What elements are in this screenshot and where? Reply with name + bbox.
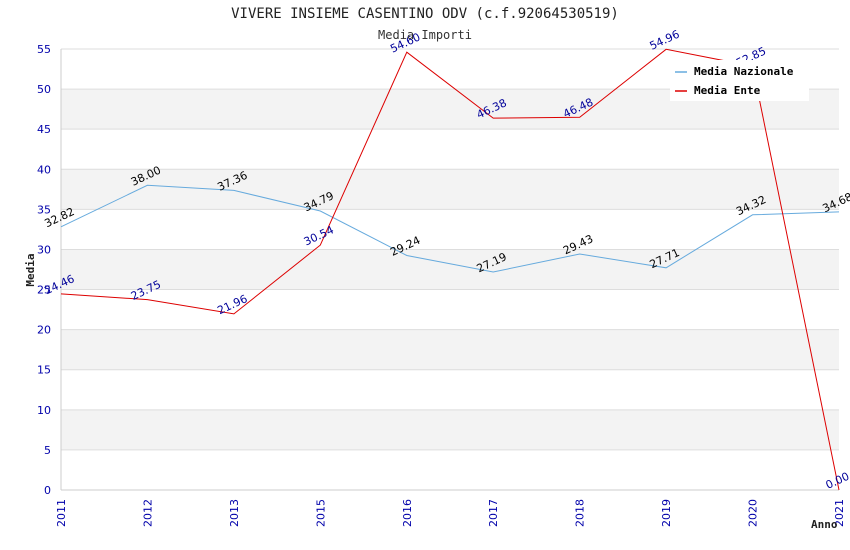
y-tick-label: 50	[37, 83, 51, 96]
x-tick-label: 2020	[747, 499, 760, 527]
series-line-1	[60, 48, 840, 491]
x-tick-labels: 2011 2012 2013 2015 2016 2017 2018 2019 2020 2021	[55, 499, 846, 527]
series-line-0	[60, 184, 840, 273]
legend-label-ente: Media Ente	[694, 84, 761, 97]
plot-band	[61, 409, 839, 450]
x-tick-label: 2015	[314, 499, 327, 527]
data-label: 0.00	[824, 470, 850, 492]
y-tick-label: 10	[37, 404, 51, 417]
legend: Media Nazionale Media Ente	[670, 60, 809, 101]
plot-band	[61, 329, 839, 370]
x-tick-label: 2018	[574, 499, 587, 527]
y-tick-label: 5	[44, 444, 51, 457]
data-label: 30.54	[302, 223, 336, 248]
y-tick-label: 0	[44, 484, 51, 497]
x-tick-label: 2017	[487, 499, 500, 527]
y-tick-label: 15	[37, 364, 51, 377]
legend-box	[670, 60, 809, 101]
y-tick-label: 25	[37, 284, 51, 297]
y-tick-label: 35	[37, 203, 51, 216]
data-label: 24.46	[42, 272, 76, 297]
plot-band	[61, 169, 839, 210]
x-axis-label: Anno	[811, 518, 838, 531]
x-tick-label: 2016	[401, 499, 414, 527]
y-tick-labels: 0 5 10 15 20 25 30 35 40 45 50 55	[37, 43, 51, 497]
chart-subtitle: Media Importi	[378, 28, 472, 42]
x-tick-label: 2012	[141, 499, 154, 527]
plot-bands	[61, 89, 839, 450]
axes	[60, 49, 839, 491]
series-lines	[60, 48, 840, 491]
y-tick-label: 40	[37, 163, 51, 176]
y-tick-label: 55	[37, 43, 51, 56]
x-tick-label: 2013	[228, 499, 241, 527]
plot-band	[61, 249, 839, 290]
x-tick-label: 2019	[660, 499, 673, 527]
chart-title: VIVERE INSIEME CASENTINO ODV (c.f.920645…	[231, 6, 619, 22]
x-tick-label: 2021	[833, 499, 846, 527]
y-tick-label: 20	[37, 324, 51, 337]
x-tick-label: 2011	[55, 499, 68, 527]
legend-label-nazionale: Media Nazionale	[694, 65, 794, 78]
y-tick-label: 30	[37, 243, 51, 256]
y-tick-label: 45	[37, 123, 51, 136]
y-axis-label: Media	[24, 253, 37, 286]
